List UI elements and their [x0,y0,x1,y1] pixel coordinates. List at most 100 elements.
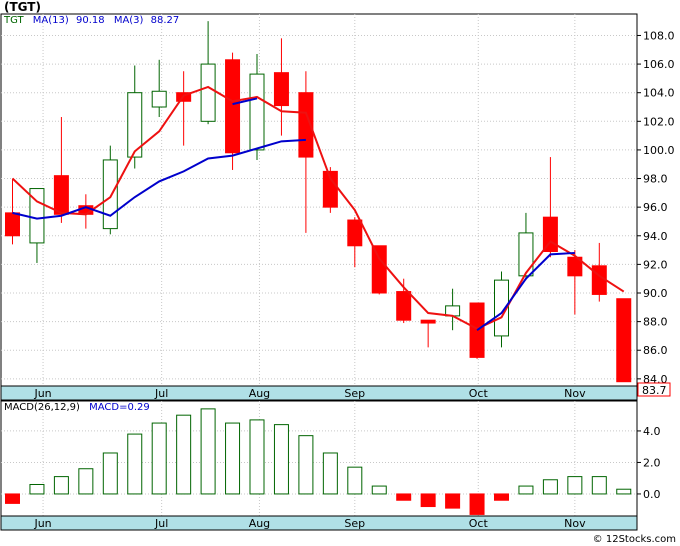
candle-body-down [567,256,583,277]
macd-bar-positive [176,414,192,495]
price-month-label: Nov [564,387,586,400]
candle-body-down [273,72,289,107]
price-plot-area [0,13,638,387]
candle-body-down [347,219,363,247]
candle [518,212,534,281]
macd-y-tick-labels: 0.0 2.0 4.0 [637,425,661,501]
macd-y-tick-label: 0.0 [643,488,661,501]
candle [616,298,632,383]
candle [469,302,485,359]
price-month-label: Aug [249,387,270,400]
macd-x-axis-band [0,515,638,531]
macd-month-label: Jul [154,517,168,530]
legend-ma3-label: MA(3) [113,15,144,26]
price-y-tick-label: 98.0 [643,173,668,186]
macd-bar-positive [225,422,241,495]
macd-bar-positive [567,476,583,495]
candle-body-down [322,170,338,208]
price-month-label: Sep [344,387,365,400]
price-y-tick-label: 108.0 [643,29,675,42]
last-price-box [637,382,671,397]
candle [151,59,167,118]
macd-value-label: MACD=0.29 [89,402,150,413]
candle [273,38,289,136]
price-y-tick-label: 86.0 [643,344,668,357]
macd-legend: MACD(26,12,9) MACD=0.29 [4,402,150,413]
macd-y-tick-label: 2.0 [643,456,661,469]
candle [567,250,583,315]
macd-bar-positive [151,422,167,495]
price-y-tick-label: 100.0 [643,144,675,157]
price-panel: 84.086.088.090.092.094.096.098.0100.0102… [0,13,675,401]
macd-month-label: Oct [469,517,489,530]
macd-bar-positive [200,408,216,495]
candle [102,145,118,235]
price-y-tick-label: 94.0 [643,230,668,243]
macd-x-tick-labels: Jun Jul Aug Sep Oct Nov [33,517,586,530]
candle-body-down [616,298,632,383]
candle-body-up [494,279,509,337]
macd-month-label: Jun [33,517,51,530]
candle-body-down [396,291,412,321]
macd-bar-positive [322,452,338,495]
candle-body-up [151,90,167,108]
macd-bar-positive [53,476,69,495]
macd-bar-positive [542,479,558,495]
candle-body-down [5,212,20,237]
macd-bar-positive [298,435,314,495]
ma13-line [232,97,258,106]
candle [5,178,20,245]
macd-bar-positive [249,419,265,495]
macd-month-label: Nov [564,517,586,530]
candle-body-up [249,73,265,151]
ticker-symbol: (TGT) [4,0,41,14]
candle-body-down [225,59,241,154]
price-y-tick-label: 106.0 [643,58,675,71]
macd-label: MACD(26,12,9) [4,402,80,413]
moving-averages [11,85,625,332]
macd-bar-negative [494,493,509,501]
candle [127,65,143,169]
candle [420,319,436,348]
macd-bar-positive [371,485,387,495]
macd-month-label: Sep [344,517,365,530]
watermark: © 12Stocks.com [592,534,676,545]
macd-bar-positive [591,476,607,495]
macd-bar-negative [420,493,436,508]
macd-bar-positive [616,488,632,495]
price-y-tick-label: 88.0 [643,316,668,329]
legend-ma3-value: 88.27 [150,15,180,26]
candle [371,245,387,295]
macd-bars [5,408,632,515]
legend-symbol: TGT [4,15,24,26]
macd-bar-positive [518,485,534,495]
price-y-tick-label: 92.0 [643,258,668,271]
macd-bar-positive [78,468,94,495]
candle-body-up [518,232,534,277]
price-y-tick-label: 104.0 [643,87,675,100]
candle-body-down [371,245,387,294]
last-price-marker: 83.7 [637,382,671,397]
candle-body-down [53,175,69,215]
legend-ma13-label: MA(13) [32,15,69,26]
ma-legend: TGT MA(13) 90.18 MA(3) 88.27 [4,15,179,26]
macd-bar-negative [396,493,412,501]
price-month-label: Oct [469,387,489,400]
last-price-label: 83.7 [642,384,667,397]
candle [249,54,265,160]
candle-body-up [200,63,216,122]
macd-bar-positive [102,452,118,495]
macd-bar-positive [273,424,289,495]
macd-bar-positive [127,433,143,495]
ma13-line [476,251,575,332]
candle [494,271,509,348]
price-x-tick-labels: Jun Jul Aug Sep Oct Nov [33,387,586,400]
price-month-label: Jul [154,387,168,400]
macd-bar-negative [5,493,20,504]
ma13-line [12,138,306,220]
candle [53,117,69,223]
candle-body-up [102,159,118,230]
candle-body-up [127,92,143,158]
macd-y-tick-label: 4.0 [643,425,661,438]
